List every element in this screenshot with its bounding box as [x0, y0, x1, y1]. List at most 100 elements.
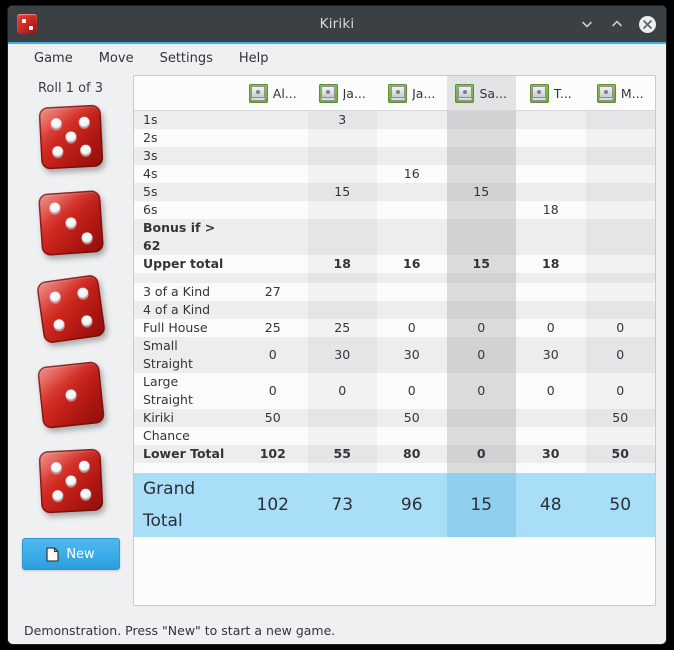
- score-cell[interactable]: [446, 219, 516, 255]
- scoresheet-row[interactable]: Grand Total 102 73 96 15 48 50: [134, 473, 655, 537]
- die-1[interactable]: [37, 104, 104, 170]
- score-cell[interactable]: [516, 283, 586, 301]
- score-cell[interactable]: 18: [516, 255, 586, 273]
- scoresheet-row[interactable]: Chance: [134, 427, 655, 445]
- scoresheet-row[interactable]: 6s 18: [134, 201, 655, 219]
- score-cell[interactable]: [585, 183, 655, 201]
- score-cell[interactable]: 102: [238, 445, 308, 463]
- menu-help[interactable]: Help: [238, 51, 269, 66]
- menu-settings[interactable]: Settings: [159, 51, 213, 66]
- score-cell[interactable]: 0: [238, 337, 308, 373]
- score-cell[interactable]: 50: [585, 445, 655, 463]
- score-cell[interactable]: 50: [585, 473, 655, 537]
- score-cell[interactable]: 27: [238, 283, 308, 301]
- score-cell[interactable]: 0: [516, 319, 586, 337]
- scoresheet-row[interactable]: 4s 16: [134, 165, 655, 183]
- player-header-6[interactable]: M...: [585, 76, 655, 111]
- score-cell[interactable]: [307, 147, 377, 165]
- score-cell[interactable]: 25: [307, 319, 377, 337]
- score-cell[interactable]: [446, 283, 516, 301]
- scoresheet-row[interactable]: 3 of a Kind 27: [134, 283, 655, 301]
- score-cell[interactable]: 50: [585, 409, 655, 427]
- score-cell[interactable]: [238, 427, 308, 445]
- score-cell[interactable]: [238, 147, 308, 165]
- score-cell[interactable]: 50: [377, 409, 447, 427]
- score-cell[interactable]: 0: [516, 373, 586, 409]
- score-cell[interactable]: 0: [307, 373, 377, 409]
- score-cell[interactable]: [238, 183, 308, 201]
- score-cell[interactable]: [377, 427, 447, 445]
- score-cell[interactable]: [307, 219, 377, 255]
- scoresheet-row[interactable]: Upper total 18 16 15 18: [134, 255, 655, 273]
- score-cell[interactable]: [585, 201, 655, 219]
- score-cell[interactable]: [585, 219, 655, 255]
- player-header-4[interactable]: Sa...: [446, 76, 516, 111]
- score-cell[interactable]: [446, 165, 516, 183]
- scoresheet-row[interactable]: Large Straight 0 0 0 0 0 0: [134, 373, 655, 409]
- score-cell[interactable]: [377, 129, 447, 147]
- score-cell[interactable]: 0: [446, 445, 516, 463]
- score-cell[interactable]: [585, 165, 655, 183]
- score-cell[interactable]: 15: [446, 473, 516, 537]
- score-cell[interactable]: 18: [516, 201, 586, 219]
- score-cell[interactable]: [238, 219, 308, 255]
- score-cell[interactable]: [585, 110, 655, 129]
- score-cell[interactable]: [307, 283, 377, 301]
- score-cell[interactable]: [377, 301, 447, 319]
- score-cell[interactable]: [585, 301, 655, 319]
- die-5[interactable]: [37, 448, 104, 514]
- score-cell[interactable]: [585, 427, 655, 445]
- score-cell[interactable]: 30: [516, 445, 586, 463]
- score-cell[interactable]: [585, 283, 655, 301]
- player-header-5[interactable]: T...: [516, 76, 586, 111]
- score-cell[interactable]: 0: [585, 337, 655, 373]
- score-cell[interactable]: [446, 201, 516, 219]
- die-3[interactable]: [35, 273, 106, 345]
- scoresheet-row[interactable]: Lower Total 102 55 80 0 30 50: [134, 445, 655, 463]
- scoresheet-row[interactable]: 4 of a Kind: [134, 301, 655, 319]
- score-cell[interactable]: 15: [307, 183, 377, 201]
- score-cell[interactable]: [585, 147, 655, 165]
- score-cell[interactable]: [516, 147, 586, 165]
- die-4[interactable]: [36, 360, 105, 430]
- score-cell[interactable]: 73: [307, 473, 377, 537]
- score-cell[interactable]: [377, 283, 447, 301]
- new-game-button[interactable]: New: [21, 538, 120, 570]
- score-cell[interactable]: 0: [377, 319, 447, 337]
- score-cell[interactable]: 16: [377, 165, 447, 183]
- player-header-3[interactable]: Ja...: [377, 76, 447, 111]
- score-cell[interactable]: [238, 110, 308, 129]
- score-cell[interactable]: [446, 409, 516, 427]
- scoresheet-row[interactable]: Full House 25 25 0 0 0 0: [134, 319, 655, 337]
- score-cell[interactable]: [307, 165, 377, 183]
- score-cell[interactable]: [377, 201, 447, 219]
- score-cell[interactable]: 18: [307, 255, 377, 273]
- score-cell[interactable]: [377, 183, 447, 201]
- score-cell[interactable]: 0: [446, 319, 516, 337]
- score-cell[interactable]: [516, 165, 586, 183]
- score-cell[interactable]: 3: [307, 110, 377, 129]
- score-cell[interactable]: [238, 129, 308, 147]
- score-cell[interactable]: [377, 219, 447, 255]
- player-header-1[interactable]: Al...: [238, 76, 308, 111]
- score-cell[interactable]: [377, 110, 447, 129]
- score-cell[interactable]: [516, 183, 586, 201]
- maximize-button[interactable]: [607, 14, 627, 34]
- score-cell[interactable]: [446, 129, 516, 147]
- scoresheet-row[interactable]: 2s: [134, 129, 655, 147]
- score-cell[interactable]: [307, 427, 377, 445]
- score-cell[interactable]: 102: [238, 473, 308, 537]
- score-cell[interactable]: [585, 129, 655, 147]
- score-cell[interactable]: 48: [516, 473, 586, 537]
- score-cell[interactable]: [516, 427, 586, 445]
- score-cell[interactable]: 30: [307, 337, 377, 373]
- menu-game[interactable]: Game: [34, 51, 73, 66]
- score-cell[interactable]: 50: [238, 409, 308, 427]
- score-cell[interactable]: [307, 201, 377, 219]
- score-cell[interactable]: [377, 147, 447, 165]
- score-cell[interactable]: [516, 409, 586, 427]
- die-2[interactable]: [37, 189, 104, 257]
- score-cell[interactable]: 30: [377, 337, 447, 373]
- score-cell[interactable]: [516, 110, 586, 129]
- score-cell[interactable]: [585, 255, 655, 273]
